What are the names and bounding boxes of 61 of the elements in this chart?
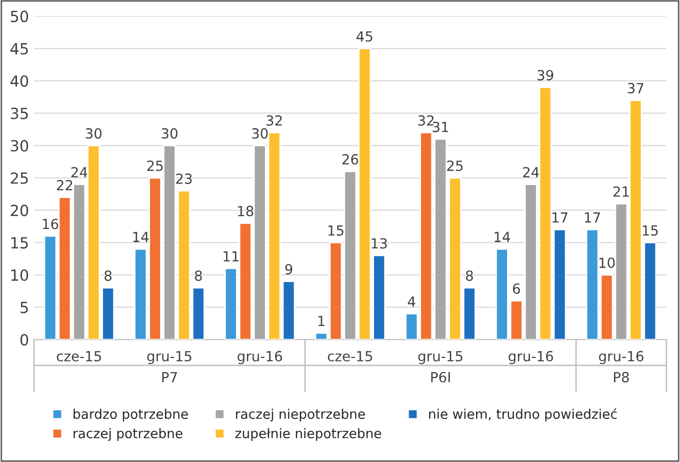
data-label: 4 [408, 296, 416, 307]
x-tick-label: gru-15 [147, 351, 192, 364]
legend-label: raczej niepotrzebne [236, 408, 365, 422]
data-label: 24 [523, 166, 539, 178]
text: P8 [614, 372, 629, 382]
data-label: 8 [104, 270, 112, 281]
data-label: 8 [466, 270, 473, 281]
y-tick-label: 45 [10, 43, 28, 55]
data-label: 24 [71, 166, 88, 178]
data-label: 45 [356, 31, 372, 42]
y-tick-label: 35 [10, 108, 28, 120]
data-label: 14 [494, 232, 510, 242]
y-tick-label: 10 [11, 269, 28, 281]
data-label: 10 [599, 258, 615, 268]
data-label: 30 [162, 128, 178, 139]
y-tick-label: 0 [20, 334, 28, 346]
y-tick-label: 40 [10, 75, 28, 87]
data-label: 22 [56, 180, 72, 190]
legend-label: zupełnie niepotrzebne [235, 428, 382, 441]
x-tick-label: gru-15 [418, 351, 462, 364]
y-tick-label: 20 [10, 204, 28, 216]
data-label: 8 [194, 270, 202, 281]
x-tick-label: gru-16 [508, 350, 554, 364]
y-tick-label: 25 [10, 172, 28, 184]
data-label: 26 [342, 154, 358, 165]
data-label: 15 [642, 225, 658, 236]
data-label: 1 [318, 316, 324, 326]
data-label: 23 [176, 173, 192, 184]
data-label: 32 [418, 115, 434, 126]
data-label: 11 [224, 251, 238, 262]
text: P7 [162, 372, 177, 382]
data-label: 25 [147, 160, 163, 172]
y-tick-label: 50 [10, 10, 28, 22]
legend-label: raczej potrzebne [74, 428, 182, 441]
data-label: 17 [585, 212, 600, 223]
data-label: 30 [86, 128, 102, 139]
x-tick-label: gru-16 [238, 350, 282, 364]
data-label: 17 [552, 212, 568, 223]
data-label: 15 [328, 225, 344, 236]
y-tick-label: 5 [20, 302, 28, 314]
data-label: 16 [42, 218, 58, 230]
data-label: 25 [447, 160, 463, 172]
data-label: 21 [613, 186, 629, 197]
data-label: 14 [133, 232, 149, 242]
x-tick-label: cze-15 [328, 351, 372, 362]
y-tick-label: 15 [11, 237, 28, 249]
data-label: 37 [628, 82, 644, 94]
data-label: 9 [285, 264, 292, 274]
text: P6I [431, 372, 450, 382]
x-tick-label: gru-16 [598, 350, 644, 364]
data-label: 30 [252, 128, 268, 139]
data-label: 13 [372, 238, 387, 249]
x-tick-label: cze-15 [56, 351, 102, 362]
data-label: 18 [238, 206, 254, 216]
legend-label: nie wiem, trudno powiedzieć [429, 408, 617, 422]
y-tick-label: 30 [10, 140, 28, 152]
data-label: 32 [266, 115, 282, 126]
data-label: 6 [512, 283, 520, 294]
data-label: 31 [432, 122, 448, 132]
legend-label: bardzo potrzebne [74, 408, 188, 422]
data-label: 39 [538, 70, 554, 80]
